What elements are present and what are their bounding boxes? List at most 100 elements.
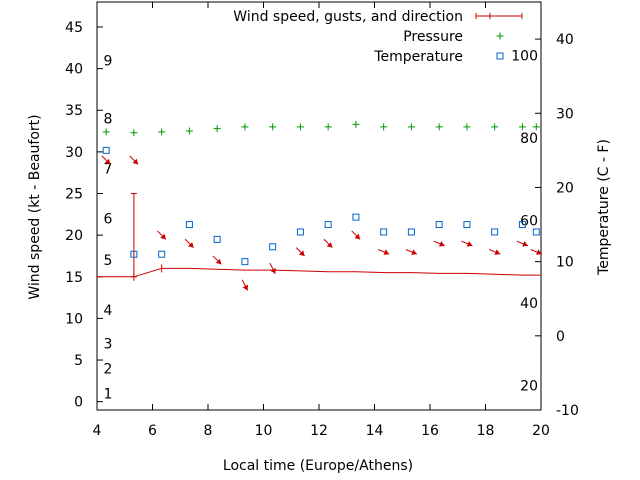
temperature-point bbox=[130, 250, 138, 258]
pressure-point bbox=[435, 123, 443, 131]
temperature-point bbox=[518, 221, 526, 229]
pressure-point bbox=[352, 120, 360, 128]
legend-label: Wind speed, gusts, and direction bbox=[233, 9, 463, 25]
temperature-point bbox=[296, 228, 304, 236]
ticks-layer: 4 6 8 10 12 14 16 18 20051015202530354045-100102… bbox=[65, 2, 579, 439]
x-tick-label: 18 bbox=[477, 423, 495, 439]
x-axis-label: Local time (Europe/Athens) bbox=[223, 458, 413, 474]
temperature-point bbox=[241, 258, 249, 266]
y-axis-label-right: Temperature (C - F) bbox=[596, 139, 612, 276]
temperature-point bbox=[380, 228, 388, 236]
wind-direction-arrow bbox=[269, 262, 276, 275]
pressure-point bbox=[158, 128, 166, 136]
temperature-point bbox=[491, 228, 499, 236]
legend-symbol bbox=[496, 52, 504, 60]
x-tick-label: 12 bbox=[310, 423, 328, 439]
fahrenheit-label: 80 bbox=[520, 131, 538, 147]
y-left-tick-label: 40 bbox=[65, 62, 83, 78]
pressure-point bbox=[130, 129, 138, 137]
y-left-tick-label: 30 bbox=[65, 145, 83, 161]
fahrenheit-label: 60 bbox=[520, 213, 538, 229]
legend: Wind speed, gusts, and direction Pressure… bbox=[233, 9, 523, 65]
y-left-tick-label: 0 bbox=[74, 395, 83, 411]
temperature-point bbox=[407, 228, 415, 236]
beaufort-label: 7 bbox=[104, 162, 113, 178]
wind-direction-arrow bbox=[530, 249, 542, 255]
beaufort-label: 9 bbox=[104, 53, 113, 69]
wind-direction-arrow bbox=[101, 155, 111, 165]
beaufort-label: 1 bbox=[104, 386, 113, 402]
temperature-point bbox=[185, 221, 193, 229]
y-left-tick-label: 20 bbox=[65, 228, 83, 244]
beaufort-label: 5 bbox=[104, 253, 113, 269]
pressure-point bbox=[213, 125, 221, 133]
y-left-tick-label: 5 bbox=[74, 353, 83, 369]
temperature-point bbox=[213, 235, 221, 243]
wind-direction-arrow bbox=[323, 238, 333, 249]
wind-direction-arrow bbox=[129, 155, 139, 165]
wind-speed-line bbox=[97, 267, 541, 278]
y-left-tick-label: 25 bbox=[65, 187, 83, 203]
pressure-point bbox=[185, 127, 193, 135]
y-left-tick-label: 10 bbox=[65, 311, 83, 327]
y-axis-label-left: Wind speed (kt - Beaufort) bbox=[27, 114, 43, 299]
beaufort-label: 4 bbox=[104, 303, 113, 319]
y-right-tick-label: 10 bbox=[556, 255, 574, 271]
wind-direction-arrow bbox=[295, 247, 305, 257]
y-left-tick-label: 45 bbox=[65, 20, 83, 36]
temperature-point bbox=[269, 243, 277, 251]
x-tick-label: 4 bbox=[93, 423, 102, 439]
wind-direction-arrow bbox=[433, 240, 445, 247]
wind-direction-arrow bbox=[351, 230, 361, 240]
beaufort-label: 2 bbox=[104, 361, 113, 377]
wind-direction-arrow bbox=[157, 230, 167, 240]
y-right-tick-label: 40 bbox=[556, 32, 574, 48]
legend-label: Temperature bbox=[373, 49, 463, 65]
fahrenheit-label: 100 bbox=[511, 49, 538, 65]
beaufort-label: 6 bbox=[104, 211, 113, 227]
legend-symbol bbox=[496, 32, 504, 40]
temperature-point bbox=[532, 228, 540, 236]
x-tick-label: 20 bbox=[532, 423, 550, 439]
y-left-tick-label: 15 bbox=[65, 270, 83, 286]
legend-label: Pressure bbox=[403, 29, 463, 45]
pressure-point bbox=[296, 123, 304, 131]
pressure-point bbox=[241, 123, 249, 131]
y-right-tick-label: 20 bbox=[556, 180, 574, 196]
pressure-point bbox=[532, 123, 540, 131]
axes-layer bbox=[96, 1, 542, 411]
wind-direction-arrow bbox=[241, 279, 249, 291]
pressure-point bbox=[463, 123, 471, 131]
scale-labels-layer: 1 2 3 4 5 6 7 8 9 20 40 60 80 100 bbox=[104, 49, 538, 403]
wind-direction-arrow bbox=[516, 240, 529, 247]
pressure-point bbox=[491, 123, 499, 131]
x-tick-label: 6 bbox=[148, 423, 157, 439]
pressure-point bbox=[407, 123, 415, 131]
temperature-point bbox=[324, 221, 332, 229]
wind-direction-arrow bbox=[488, 249, 501, 255]
temperature-point bbox=[102, 146, 110, 154]
pressure-point bbox=[518, 123, 526, 131]
x-tick-label: 16 bbox=[421, 423, 439, 439]
pressure-point bbox=[380, 123, 388, 131]
temperature-point bbox=[435, 221, 443, 229]
y-right-tick-label: 30 bbox=[556, 106, 574, 122]
plot-frame bbox=[96, 1, 542, 411]
beaufort-label: 3 bbox=[104, 336, 113, 352]
fahrenheit-label: 40 bbox=[520, 296, 538, 312]
wind-direction-arrow bbox=[405, 249, 418, 255]
x-tick-label: 14 bbox=[366, 423, 384, 439]
wind-direction-arrow bbox=[212, 255, 222, 265]
legend-symbol bbox=[475, 13, 523, 19]
data-layer bbox=[97, 120, 542, 291]
wind-direction-arrow bbox=[461, 240, 473, 247]
pressure-point bbox=[324, 123, 332, 131]
fahrenheit-label: 20 bbox=[520, 378, 538, 394]
beaufort-label: 8 bbox=[104, 112, 113, 128]
y-right-tick-label: -10 bbox=[556, 403, 579, 419]
pressure-point bbox=[269, 123, 277, 131]
wind-direction-arrow bbox=[184, 238, 194, 249]
temperature-point bbox=[158, 250, 166, 258]
y-left-tick-label: 35 bbox=[65, 103, 83, 119]
